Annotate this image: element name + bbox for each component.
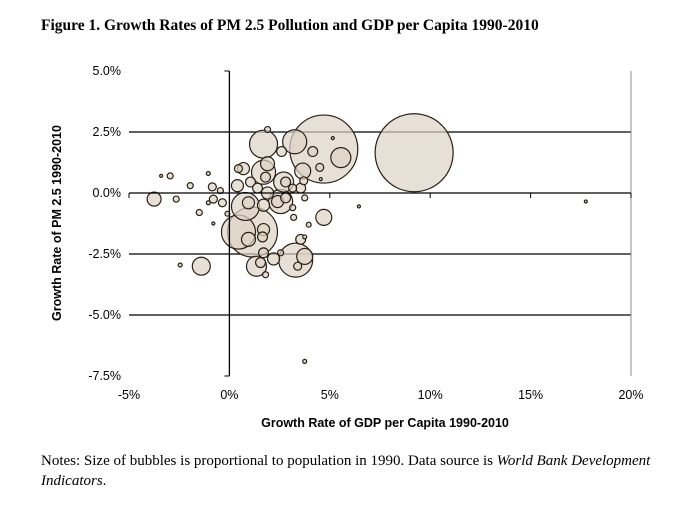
y-tick-labels: 5.0% 2.5% 0.0% -2.5% -5.0% -7.5% xyxy=(88,64,121,383)
bubble xyxy=(374,113,454,193)
y-tick-label: -5.0% xyxy=(88,308,121,322)
bubble xyxy=(258,247,270,259)
bubble xyxy=(254,257,267,269)
y-tick-label: 5.0% xyxy=(93,64,122,78)
bubble xyxy=(166,172,174,180)
bubble xyxy=(302,234,308,240)
figure-notes: Notes: Size of bubbles is proportional t… xyxy=(41,451,661,491)
axes xyxy=(128,70,632,377)
bubble xyxy=(261,271,270,279)
bubble xyxy=(276,249,285,257)
bubble xyxy=(230,179,245,193)
x-tick-label: -5% xyxy=(118,388,140,402)
x-tick-labels: -5% 0% 5% 10% 15% 20% xyxy=(118,388,644,402)
bubble xyxy=(289,204,297,212)
bubble xyxy=(251,182,264,194)
bubble xyxy=(305,221,312,228)
bubble xyxy=(191,256,211,276)
bubble xyxy=(186,182,194,190)
bubble xyxy=(330,147,352,169)
bubble xyxy=(276,145,288,158)
x-tick-label: 15% xyxy=(518,388,543,402)
notes-text: Notes: Size of bubbles is proportional t… xyxy=(41,453,497,469)
bubble xyxy=(256,198,271,212)
bubble xyxy=(293,261,303,271)
bubble xyxy=(301,194,309,202)
bubble xyxy=(260,171,272,183)
bubble xyxy=(266,252,281,266)
bubble xyxy=(256,231,269,243)
bubble xyxy=(211,221,216,226)
bubble xyxy=(177,262,183,268)
bubble xyxy=(248,129,279,159)
bubble xyxy=(240,231,257,247)
bubble xyxy=(205,200,211,206)
bubble xyxy=(208,194,218,204)
bubble xyxy=(195,208,203,217)
bubble xyxy=(288,183,298,193)
bubble xyxy=(205,170,211,177)
bubble xyxy=(296,247,314,266)
bubble xyxy=(302,358,308,364)
bubble xyxy=(282,129,308,155)
bubble xyxy=(330,135,335,141)
bubble xyxy=(280,192,292,204)
bubble xyxy=(244,176,257,188)
bubble xyxy=(146,191,162,207)
bubble xyxy=(217,198,227,208)
bubble xyxy=(315,208,333,226)
y-tick-label: -2.5% xyxy=(88,247,121,261)
bubble xyxy=(299,176,309,186)
bubble xyxy=(307,145,319,158)
bubble xyxy=(172,195,180,203)
notes-source: World Bank Development Indicators xyxy=(41,453,651,489)
bubble xyxy=(318,176,323,182)
y-axis-title: Growth Rate of PM 2.5 1990-2010 xyxy=(50,125,64,321)
bubble xyxy=(290,213,298,222)
x-tick-label: 5% xyxy=(321,388,339,402)
bubbles xyxy=(146,113,588,364)
bubble xyxy=(280,176,292,188)
bubble xyxy=(315,162,325,172)
bubble xyxy=(356,204,362,209)
bubble xyxy=(263,125,272,134)
y-tick-label: 0.0% xyxy=(93,186,122,200)
bubble xyxy=(233,164,244,174)
notes-end: . xyxy=(102,473,107,489)
x-tick-label: 10% xyxy=(418,388,443,402)
figure-title: Figure 1. Growth Rates of PM 2.5 Polluti… xyxy=(41,17,539,34)
y-tick-label: -7.5% xyxy=(88,369,121,383)
bubble xyxy=(241,196,256,210)
x-tick-label: 0% xyxy=(220,388,238,402)
y-tick-label: 2.5% xyxy=(93,125,122,139)
x-axis-title: Growth Rate of GDP per Capita 1990-2010 xyxy=(261,416,509,430)
bubble xyxy=(583,199,588,204)
x-tick-label: 20% xyxy=(618,388,643,402)
bubble xyxy=(207,182,217,192)
gridlines xyxy=(129,71,632,376)
bubble xyxy=(259,156,276,172)
bubble xyxy=(159,173,164,179)
